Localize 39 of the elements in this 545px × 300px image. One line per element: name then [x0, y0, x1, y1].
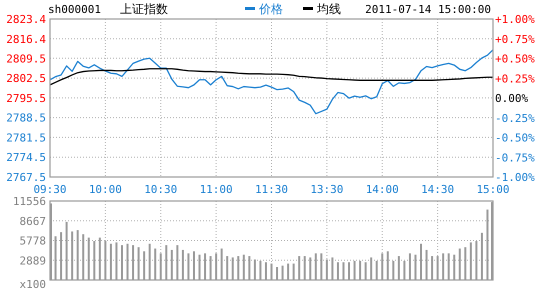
y-tick-label: 2823.4 — [6, 13, 46, 26]
y2-tick-label: +1.00% — [495, 13, 536, 26]
y2-tick-label: -0.25% — [495, 112, 536, 125]
x-tick-label: 11:00 — [200, 183, 233, 196]
y2-tick-label: +0.25% — [495, 72, 536, 86]
legend-label: 价格 — [258, 2, 283, 16]
x-tick-label: 10:30 — [144, 183, 178, 196]
text: 2011-07-14 15:00:00 — [365, 3, 491, 16]
y-tick-label: 2767.5 — [6, 171, 46, 184]
y-tick-label: 2774.5 — [6, 151, 46, 164]
chart-subtitle: sh000001 — [48, 3, 101, 16]
x-tick-label: 14:30 — [421, 183, 454, 196]
x-tick-label: 14:00 — [366, 183, 399, 196]
line-series — [49, 49, 494, 114]
y2-tick-label: 0.00% — [495, 92, 528, 105]
y-tick-label: 2802.5 — [6, 72, 46, 86]
y2-tick-label: +0.75% — [495, 32, 536, 46]
x-tick-label: 10:00 — [88, 183, 122, 196]
legend-label: 均线 — [316, 2, 341, 16]
y2-tick-label: -0.75% — [495, 151, 536, 164]
line-series — [49, 68, 494, 86]
y-tick-label: 2816.4 — [6, 32, 46, 46]
x-tick-label: 09:30 — [33, 183, 67, 196]
y2-tick-label: -1.00% — [495, 171, 536, 184]
y-tick-label: 5778 — [20, 234, 46, 248]
y-tick-label: 2781.5 — [6, 131, 46, 144]
x-tick-label: 13:30 — [310, 183, 344, 196]
y-tick-label: 2889 — [20, 254, 46, 268]
x-tick-label: 11:30 — [254, 183, 288, 196]
y-axis-title: x100 — [20, 278, 46, 291]
y-tick-label: 2795.5 — [6, 92, 46, 105]
y2-tick-label: +0.50% — [495, 52, 536, 66]
chart-title: 上证指数 — [120, 2, 168, 16]
y-tick-label: 2788.5 — [6, 112, 46, 125]
x-tick-label: 15:00 — [476, 183, 510, 196]
y-tick-label: 11556 — [12, 195, 46, 208]
y2-tick-label: -0.50% — [495, 132, 536, 144]
y-tick-label: 2809.5 — [6, 52, 46, 66]
y-tick-label: 8667 — [20, 214, 46, 228]
